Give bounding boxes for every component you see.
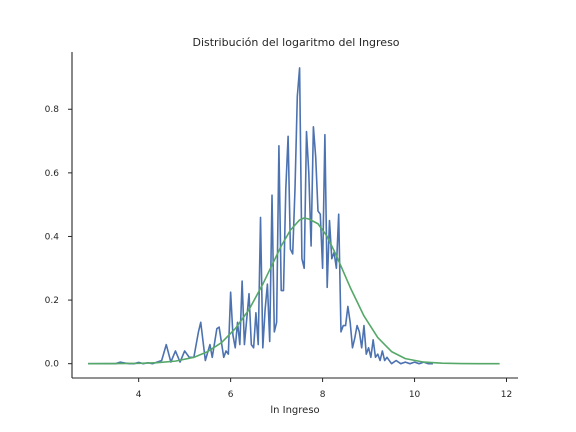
y-axis-ticks: 0.0 0.2 0.4 0.6 0.8 (45, 105, 72, 370)
x-tick-label: 8 (320, 390, 326, 400)
chart-title: Distribución del logaritmo del Ingreso (192, 36, 399, 49)
x-tick-label: 12 (501, 390, 512, 400)
series-layer (88, 67, 500, 365)
series-line-empirical (88, 67, 433, 365)
y-tick-label: 0.0 (45, 360, 60, 370)
y-tick-label: 0.8 (45, 105, 60, 115)
x-tick-label: 6 (228, 390, 234, 400)
x-axis-label: ln Ingreso (270, 405, 319, 416)
y-tick-label: 0.4 (45, 232, 60, 242)
x-axis-ticks: 4 6 8 10 12 (136, 378, 512, 400)
series-line-normal-fit (88, 217, 500, 365)
y-tick-label: 0.2 (45, 296, 59, 306)
y-tick-label: 0.6 (45, 169, 60, 179)
x-tick-label: 10 (409, 390, 421, 400)
x-tick-label: 4 (136, 390, 142, 400)
